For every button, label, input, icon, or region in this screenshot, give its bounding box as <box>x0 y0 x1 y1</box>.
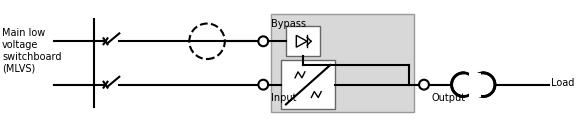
FancyBboxPatch shape <box>271 14 414 112</box>
Text: Output: Output <box>432 93 466 103</box>
Text: Main low
voltage
switchboard
(MLVS): Main low voltage switchboard (MLVS) <box>2 28 62 73</box>
FancyBboxPatch shape <box>281 60 335 109</box>
FancyBboxPatch shape <box>469 73 481 97</box>
Text: Bypass: Bypass <box>271 19 306 29</box>
FancyBboxPatch shape <box>286 26 320 56</box>
Text: Load: Load <box>551 78 575 88</box>
Text: Input: Input <box>271 93 297 103</box>
